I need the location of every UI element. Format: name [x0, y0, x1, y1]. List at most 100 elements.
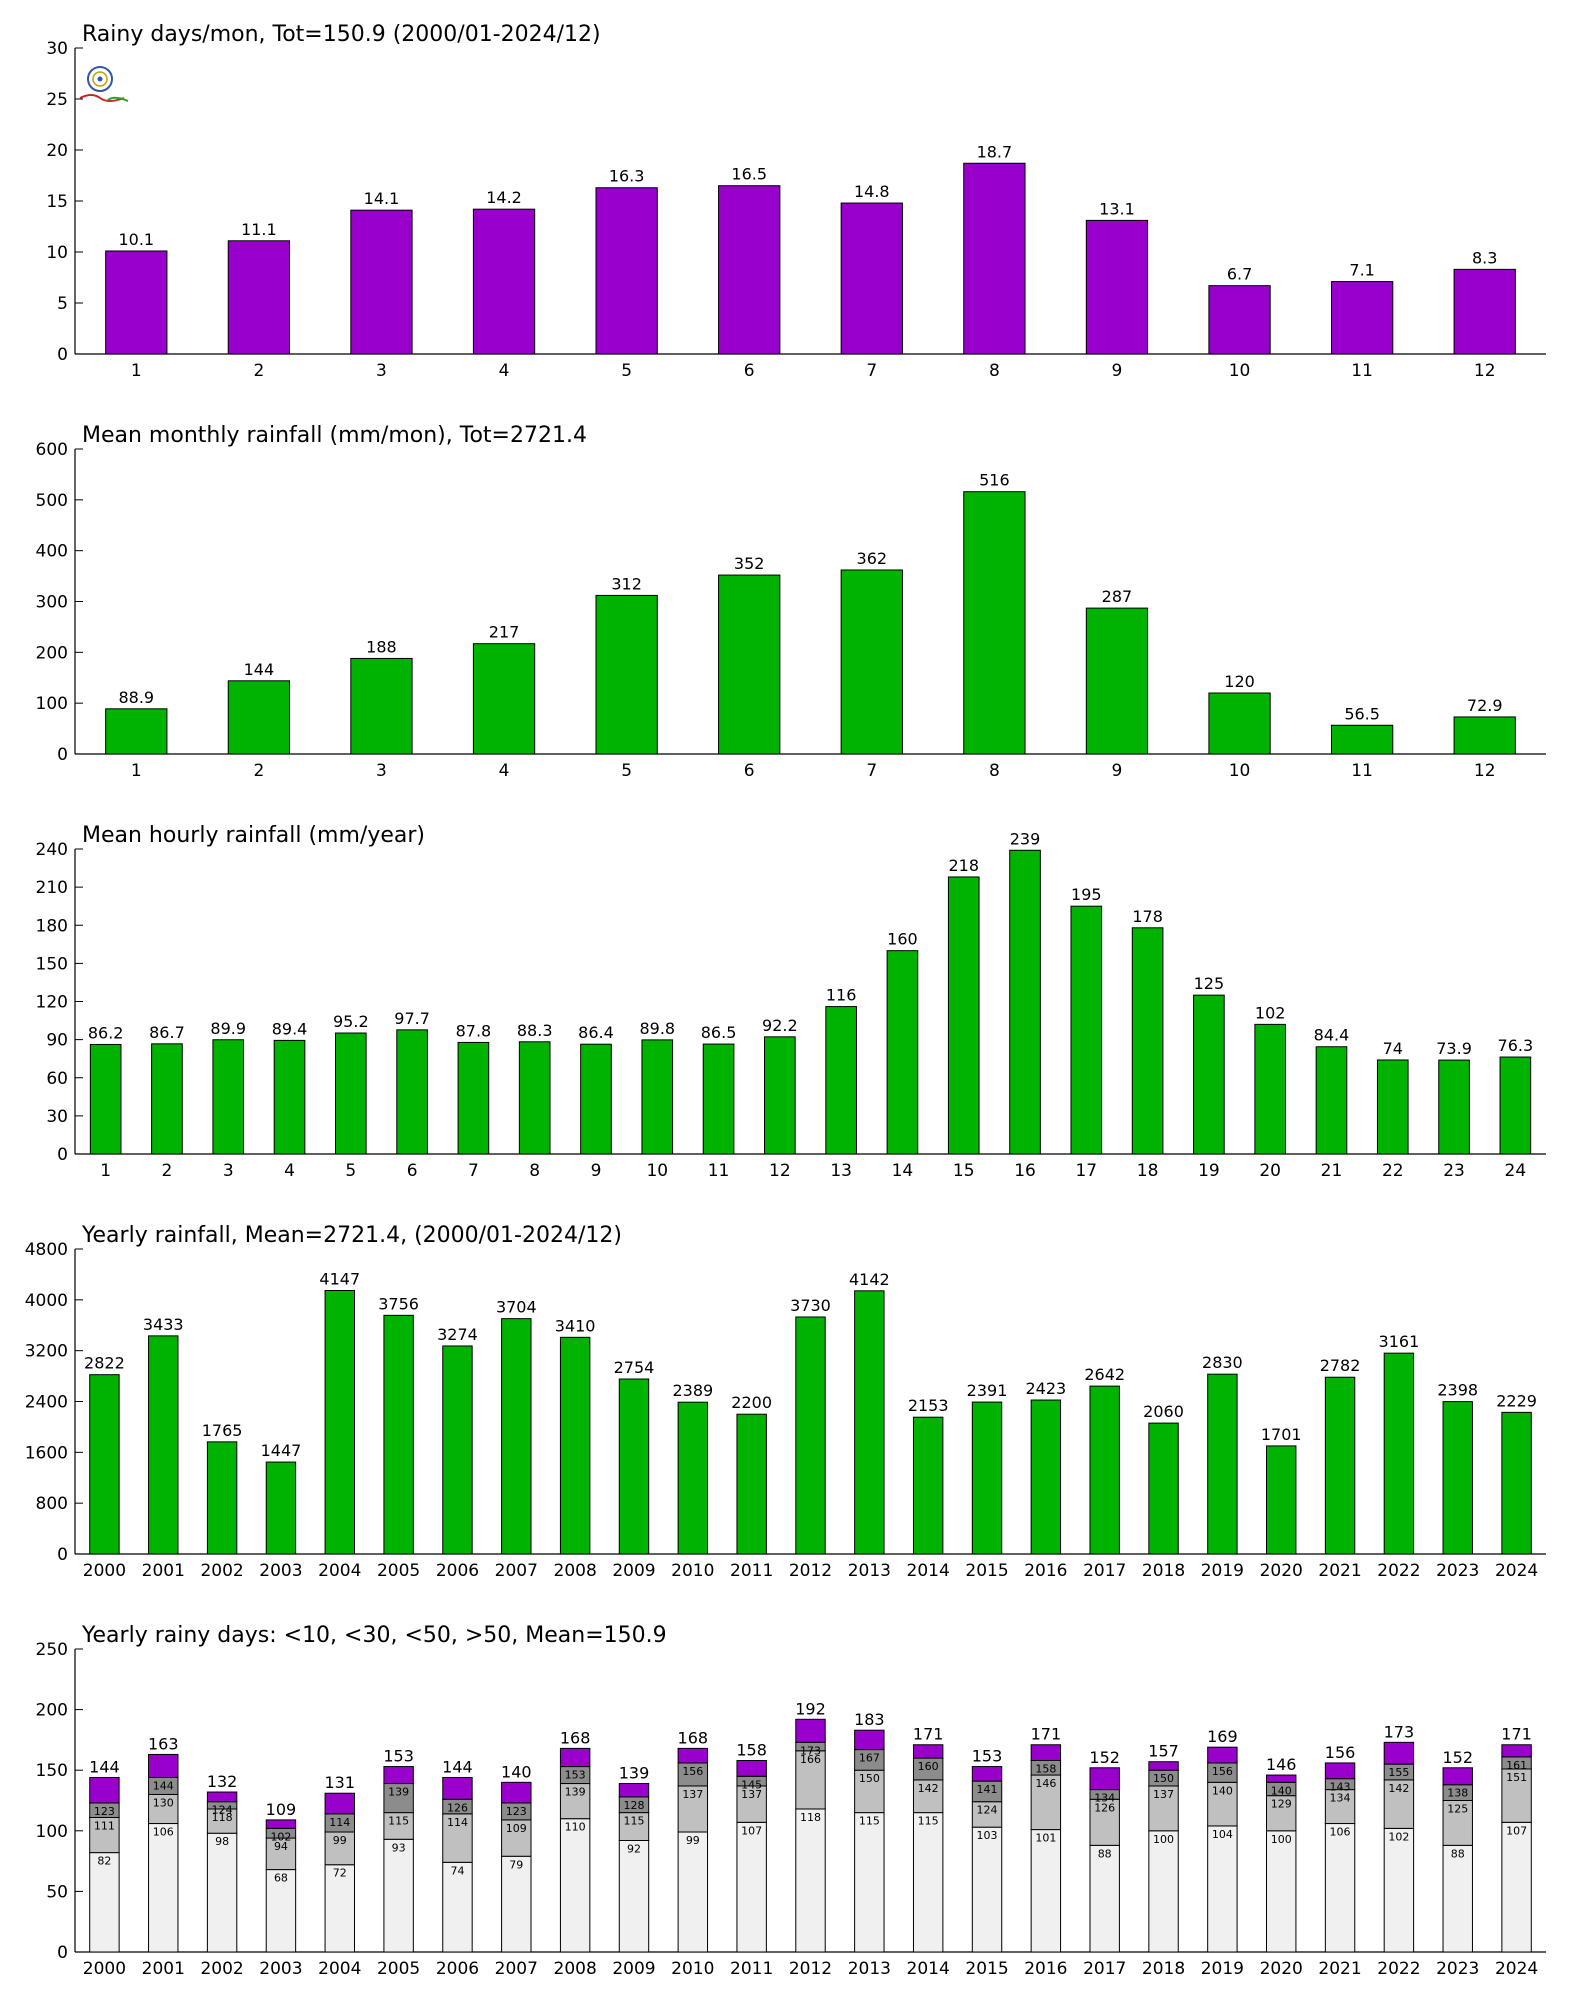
x-tick-label: 2016: [1024, 1561, 1067, 1581]
stacked-bar-segment: [383, 1812, 414, 1840]
stacked-bar-segment: [265, 1869, 297, 1953]
bar-value-label: 6.7: [1227, 265, 1252, 284]
y-tick-label: 30: [46, 1107, 68, 1127]
bar-value-label: 168: [678, 1728, 709, 1747]
bar-value-label: 160: [887, 930, 918, 949]
y-tick-label: 180: [36, 916, 68, 936]
bar-value-label: 131: [325, 1773, 356, 1792]
bar-value-label: 516: [979, 471, 1010, 490]
bar-value-label: 188: [366, 637, 397, 656]
y-tick-label: 20: [46, 141, 68, 161]
segment-value-label: 115: [859, 1815, 880, 1828]
segment-value-label: 101: [1035, 1832, 1056, 1845]
stacked-bar-segment: [501, 1819, 532, 1857]
bar: [971, 1401, 1003, 1555]
bar: [559, 1336, 591, 1555]
bar: [1324, 1376, 1356, 1555]
bar: [1089, 1385, 1120, 1555]
x-tick-label: 4: [499, 761, 510, 781]
stacked-bar-segment: [1148, 1761, 1179, 1771]
x-tick-label: 2019: [1201, 1959, 1244, 1979]
x-tick-label: 18: [1137, 1161, 1159, 1181]
bar: [840, 202, 903, 355]
bar: [1442, 1401, 1473, 1555]
bar-value-label: 171: [913, 1725, 944, 1744]
bar-value-label: 2830: [1202, 1353, 1243, 1372]
bar-value-label: 86.2: [88, 1023, 124, 1042]
segment-value-label: 142: [1388, 1782, 1409, 1795]
stacked-bar-segment: [1324, 1762, 1356, 1780]
x-tick-label: 11: [1351, 361, 1373, 381]
x-tick-label: 7: [866, 361, 877, 381]
bar: [764, 1036, 796, 1155]
segment-value-label: 160: [918, 1760, 939, 1773]
stacked-bar-segment: [1089, 1844, 1120, 1953]
bar-value-label: 2389: [672, 1381, 713, 1400]
x-tick-label: 5: [345, 1161, 356, 1181]
x-tick-label: 2018: [1142, 1959, 1185, 1979]
bar-value-label: 125: [1194, 974, 1225, 993]
stacked-bar-segment: [854, 1729, 885, 1751]
x-tick-label: 2004: [318, 1561, 361, 1581]
segment-value-label: 109: [506, 1822, 527, 1835]
stacked-bar-segment: [854, 1812, 885, 1953]
x-tick-label: 15: [953, 1161, 975, 1181]
bar-value-label: 173: [1384, 1722, 1415, 1741]
bar: [350, 209, 413, 355]
bar: [1501, 1411, 1532, 1555]
bar-value-label: 3730: [790, 1296, 831, 1315]
x-tick-label: 9: [1112, 761, 1123, 781]
segment-value-label: 139: [388, 1786, 409, 1799]
bar: [1193, 994, 1225, 1155]
bar-value-label: 109: [266, 1800, 297, 1819]
x-tick-label: 2002: [200, 1561, 243, 1581]
x-tick-label: 2012: [789, 1959, 832, 1979]
x-tick-label: 14: [892, 1161, 914, 1181]
bar-value-label: 2822: [84, 1354, 125, 1373]
bar-value-label: 152: [1442, 1748, 1473, 1767]
segment-value-label: 98: [215, 1835, 229, 1848]
bar-value-label: 95.2: [333, 1012, 369, 1031]
bar-value-label: 362: [857, 549, 888, 568]
x-tick-label: 2018: [1142, 1561, 1185, 1581]
stacked-bar-segment: [559, 1783, 591, 1820]
bar: [472, 643, 536, 755]
bar: [702, 1043, 735, 1155]
stacked-bar-segment: [677, 1831, 709, 1953]
x-tick-label: 2002: [200, 1959, 243, 1979]
bar-value-label: 352: [734, 554, 765, 573]
bar-value-label: 89.4: [272, 1019, 308, 1038]
stacked-bar-segment: [206, 1832, 238, 1953]
y-tick-label: 4000: [25, 1291, 68, 1311]
x-tick-label: 4: [284, 1161, 295, 1181]
y-tick-label: 60: [46, 1069, 68, 1089]
x-tick-label: 2014: [907, 1561, 950, 1581]
chart-panel-4: 0 800 1600 2400 3200 4000 4800 Yearly rainfall,…: [25, 1223, 1546, 1581]
x-tick-label: 20: [1259, 1161, 1281, 1181]
bar: [148, 1335, 179, 1555]
stacked-bar-segment: [1030, 1774, 1062, 1831]
x-tick-label: 2000: [83, 1959, 126, 1979]
stacked-bar-segment: [1207, 1781, 1238, 1827]
bar: [1009, 849, 1041, 1155]
stacked-bar-segment: [383, 1766, 414, 1785]
x-tick-label: 8: [529, 1161, 540, 1181]
stacked-bar-segment: [677, 1747, 709, 1764]
segment-value-label: 115: [388, 1815, 409, 1828]
y-tick-label: 0: [57, 345, 68, 365]
bar-value-label: 168: [560, 1728, 591, 1747]
bar: [1330, 724, 1394, 755]
bar: [472, 208, 536, 355]
bar-value-label: 14.1: [364, 189, 400, 208]
segment-value-label: 124: [212, 1804, 233, 1817]
bar-value-label: 153: [972, 1747, 1003, 1766]
x-tick-label: 2011: [730, 1561, 773, 1581]
bar: [105, 250, 168, 355]
stacked-bar-segment: [1383, 1741, 1415, 1765]
bar: [963, 162, 1026, 355]
y-tick-label: 300: [36, 593, 68, 613]
x-tick-label: 16: [1014, 1161, 1036, 1181]
x-tick-label: 2001: [142, 1959, 185, 1979]
bar-value-label: 116: [826, 986, 857, 1005]
x-tick-label: 2006: [436, 1959, 479, 1979]
